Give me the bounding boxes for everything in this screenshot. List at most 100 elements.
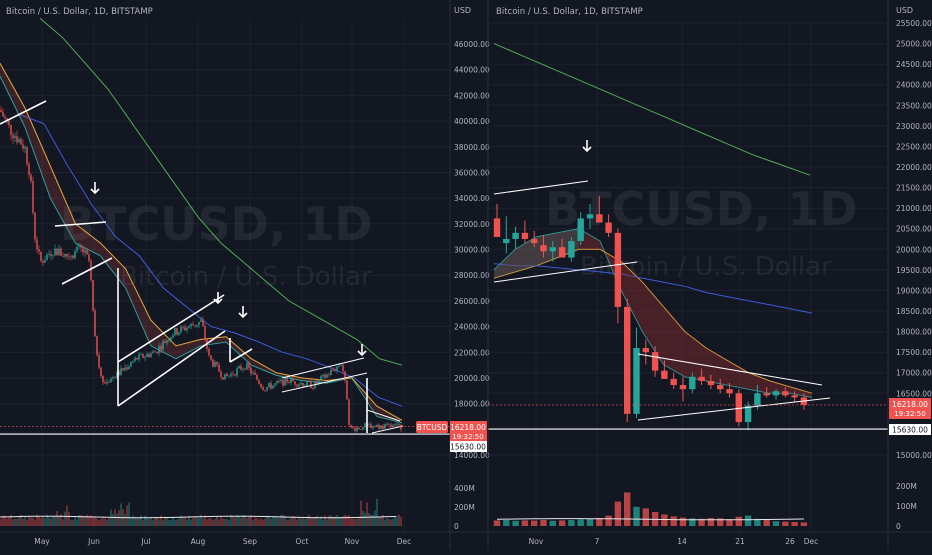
left-volume-bar	[316, 515, 318, 526]
left-volume-bar	[12, 519, 14, 526]
right-price-series[interactable]	[493, 195, 808, 431]
left-volume-bar	[212, 520, 214, 526]
left-volume-bar	[16, 518, 18, 526]
left-volume-bar	[360, 500, 362, 526]
left-trend-line	[281, 372, 368, 393]
left-volume-bar	[98, 520, 100, 526]
left-volume-bar	[222, 518, 224, 526]
left-volume-bar	[58, 516, 60, 526]
left-candle-body	[72, 255, 74, 259]
left-candle-body	[58, 248, 60, 256]
left-candle-body	[224, 373, 226, 380]
left-candle-body	[216, 361, 218, 365]
left-candle-body	[378, 425, 380, 429]
left-candle-body	[394, 424, 396, 426]
left-volume-bar	[202, 518, 204, 526]
left-volume-bar	[382, 514, 384, 526]
left-candle-body	[276, 381, 278, 384]
left-volume-bar	[66, 505, 68, 526]
right-volume-bar	[782, 521, 789, 526]
left-volume-bar	[318, 518, 320, 526]
left-volume-bar	[250, 515, 252, 526]
left-candle-body	[86, 250, 88, 255]
left-volume-bar	[294, 516, 296, 526]
left-candle-body	[162, 341, 164, 350]
left-candle-body	[284, 377, 286, 386]
right-candle-body	[577, 218, 584, 242]
right-drawings[interactable]	[488, 140, 888, 430]
left-candle-body	[164, 341, 166, 343]
left-candle-body	[62, 255, 64, 257]
left-volume-bar	[42, 516, 44, 526]
left-candle-body	[268, 383, 270, 388]
left-time-tick: Nov	[345, 537, 360, 546]
right-time-tick: 21	[735, 537, 745, 546]
left-currency-label: USD	[454, 6, 471, 15]
left-volume-bar	[14, 518, 16, 526]
right-ma-fast	[493, 228, 813, 398]
left-volume-bar	[304, 519, 306, 526]
left-candle-body	[362, 427, 364, 430]
left-ma-fast	[0, 75, 403, 424]
left-price-tick: 18000.00	[454, 400, 490, 409]
left-candle-body	[98, 354, 100, 368]
left-volume-bar	[184, 516, 186, 526]
left-volume-bar	[218, 519, 220, 526]
left-price-tick: 36000.00	[454, 168, 490, 177]
left-candle-body	[140, 354, 142, 355]
left-volume-bar	[86, 514, 88, 526]
left-volume-bar	[236, 514, 238, 526]
left-candle-body	[66, 253, 68, 257]
right-legend[interactable]: Bitcoin / U.S. Dollar, 1D, BITSTAMP	[496, 7, 643, 17]
left-volume-bar	[186, 519, 188, 526]
left-price-series[interactable]	[0, 106, 402, 433]
left-candle-body	[12, 134, 14, 139]
left-volume-bar	[70, 519, 72, 526]
left-volume-bar	[170, 519, 172, 526]
left-candle-body	[102, 376, 104, 383]
right-price-axis[interactable]	[888, 0, 932, 550]
left-volume-bar	[268, 516, 270, 526]
left-volume-bar	[358, 516, 360, 526]
right-volume-tick: 100M	[896, 502, 917, 511]
left-price-ticks: 46000.00 44000.00 42000.00 40000.00 38000.00…	[454, 40, 490, 460]
right-price-tick: 21000.00	[896, 204, 932, 213]
left-volume-bar	[260, 518, 262, 526]
left-legend[interactable]: Bitcoin / U.S. Dollar, 1D, BITSTAMP	[6, 7, 153, 17]
right-volume-bar	[577, 519, 584, 526]
left-trend-line	[281, 357, 365, 379]
left-candle-body	[346, 380, 348, 400]
right-volume-bar	[633, 506, 640, 526]
left-candle-body	[360, 429, 362, 430]
left-candle-body	[16, 136, 18, 143]
left-volume-bar	[328, 515, 330, 526]
left-time-axis[interactable]: May Jun Jul Aug Sep Oct Nov Dec	[34, 537, 411, 546]
left-drawings[interactable]	[0, 100, 450, 435]
left-candle-body	[236, 368, 238, 376]
left-ma-cloud	[0, 63, 402, 423]
left-volume-bar	[32, 517, 34, 526]
left-volume-bar	[350, 518, 352, 526]
left-candle-body	[212, 359, 214, 367]
left-candle-body	[156, 351, 158, 354]
left-candle-body	[234, 374, 236, 376]
left-candle-body	[20, 139, 22, 145]
left-volume-bar	[200, 514, 202, 526]
left-price-axis[interactable]	[450, 0, 488, 550]
right-time-axis[interactable]: Nov 7 14 21 26 Dec	[529, 537, 819, 546]
left-candle-body	[108, 381, 110, 383]
left-candle-body	[84, 250, 86, 253]
left-volume-bar	[140, 515, 142, 526]
left-volume-bar	[74, 517, 76, 526]
left-watermark-name: Bitcoin / U.S. Dollar	[120, 262, 372, 292]
left-volume-bar	[338, 516, 340, 526]
left-candle-body	[2, 111, 4, 117]
left-candle-body	[220, 371, 222, 378]
left-volume-bar	[322, 520, 324, 526]
left-candle-body	[260, 384, 262, 388]
right-trend-line	[493, 261, 638, 283]
left-volume-bar	[302, 518, 304, 526]
right-time-badge-text: 19:32:50	[894, 410, 925, 418]
left-volume-bar	[142, 520, 144, 526]
left-candle-body	[52, 255, 54, 256]
